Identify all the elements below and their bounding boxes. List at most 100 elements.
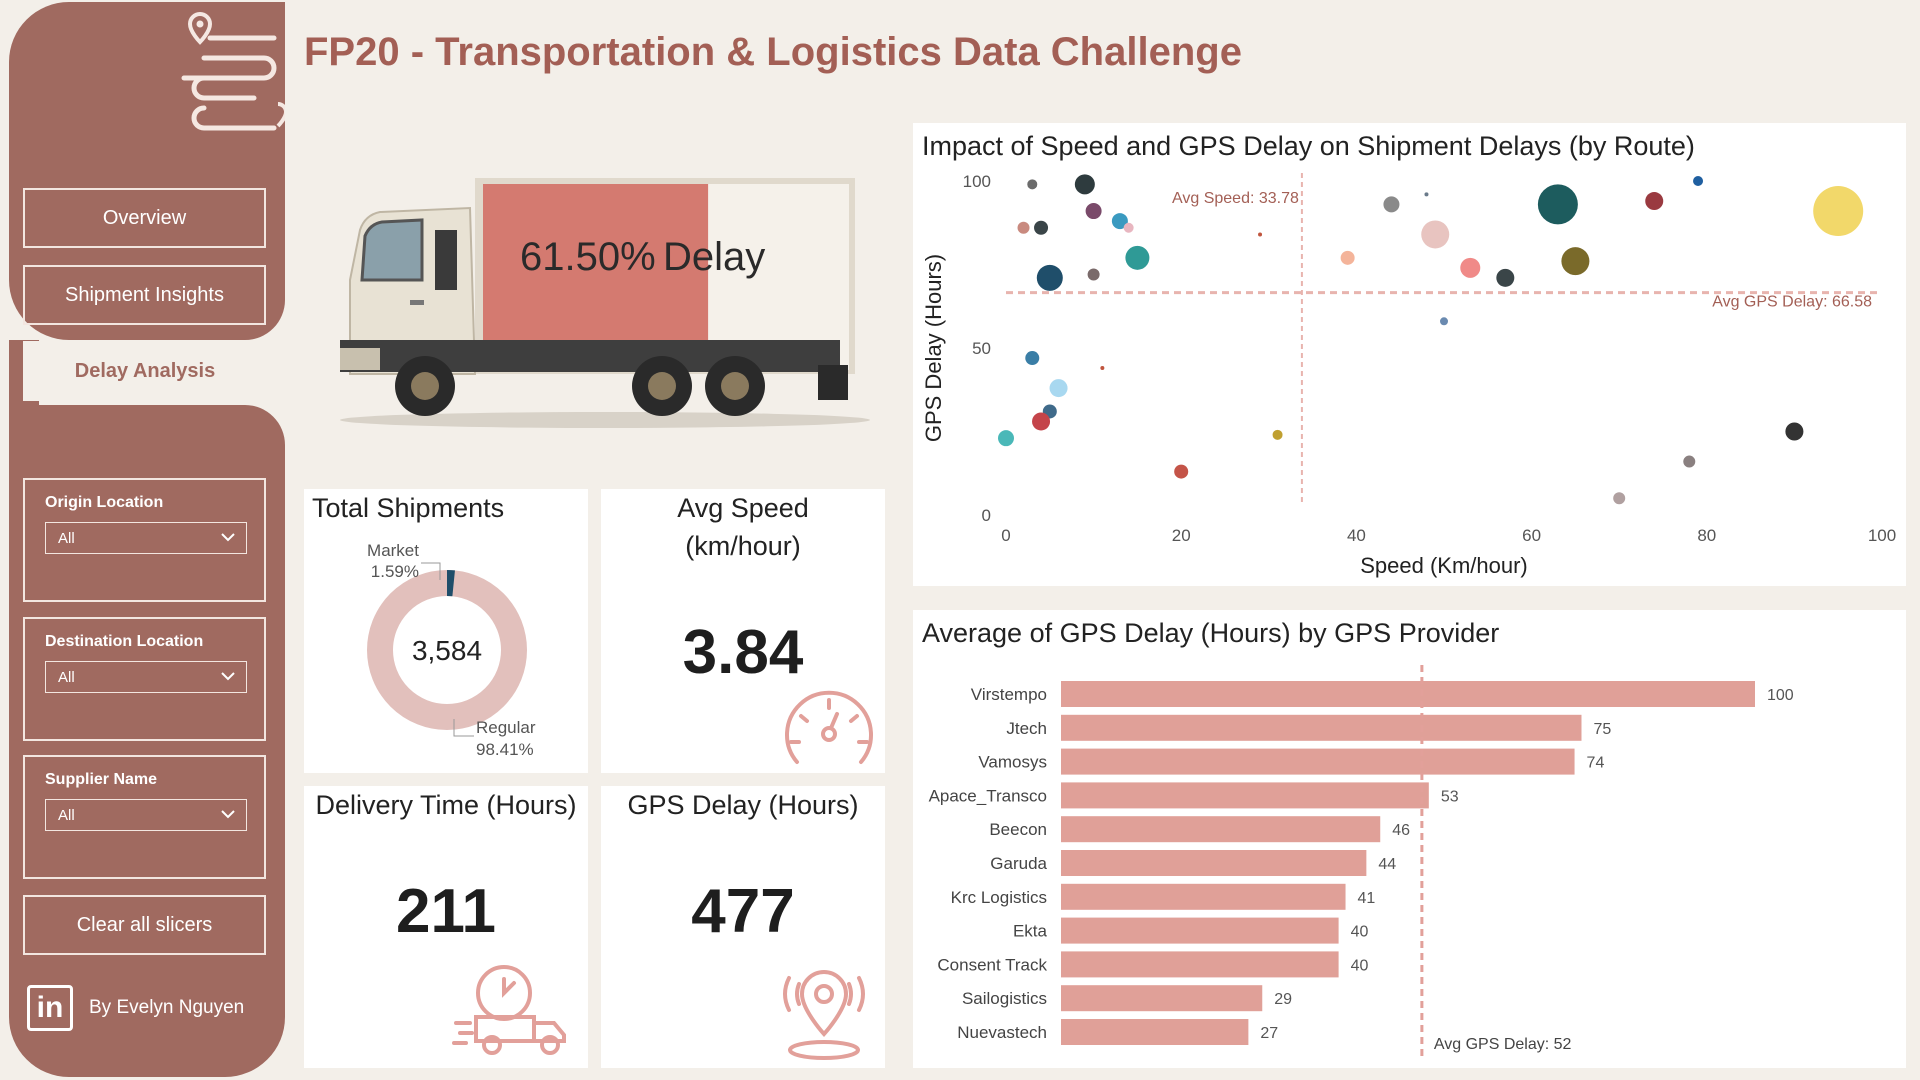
bar-value-label: 27 (1260, 1025, 1278, 1042)
scatter-point[interactable] (1027, 179, 1038, 190)
bar[interactable] (1061, 951, 1339, 978)
origin-location-label: Origin Location (45, 494, 164, 511)
destination-location-dropdown[interactable]: All (45, 661, 247, 693)
delivery-time-value: 211 (395, 877, 497, 946)
bar-category-label: Beecon (989, 820, 1047, 839)
avg-speed-card: Avg Speed (km/hour) 3.84 (601, 489, 885, 773)
bar-value-label: 46 (1392, 822, 1410, 839)
truck-illustration: 61.50% Delay (340, 178, 870, 428)
bar-chart-card: Average of GPS Delay (Hours) by GPS Prov… (913, 610, 1906, 1068)
x-tick-label: 80 (1697, 526, 1716, 545)
regular-label: Regular (476, 718, 536, 737)
scatter-point[interactable] (1125, 245, 1150, 270)
scatter-point[interactable] (1123, 222, 1134, 233)
y-tick-label: 0 (982, 506, 991, 525)
donut-market-segment (367, 570, 527, 730)
avg-speed-title-line1: Avg Speed (677, 493, 809, 523)
scatter-point[interactable] (1683, 455, 1696, 468)
bar-value-label: 41 (1358, 890, 1376, 907)
bar[interactable] (1061, 714, 1582, 741)
scatter-point[interactable] (1645, 192, 1664, 211)
bar[interactable] (1061, 883, 1346, 910)
regular-percent: 98.41% (476, 740, 534, 759)
nav-shipment-insights-button[interactable]: Shipment Insights (23, 265, 266, 325)
bar-chart: Virstempo 100 Jtech 75 Vamosys 74 Apace_Transc… (929, 665, 1794, 1060)
sidebar: Overview Shipment Insights Delay Analysi… (9, 0, 285, 1080)
x-axis-label: Speed (Km/hour) (1360, 553, 1528, 578)
bar-category-label: Apace_Transco (929, 786, 1047, 805)
y-tick-label: 100 (963, 172, 991, 191)
scatter-point[interactable] (1272, 429, 1283, 440)
avg-speed-value: 3.84 (682, 618, 804, 687)
bar[interactable] (1061, 917, 1339, 944)
scatter-point[interactable] (1049, 379, 1068, 398)
scatter-point[interactable] (1496, 268, 1515, 287)
scatter-point[interactable] (1440, 317, 1448, 326)
x-tick-label: 60 (1522, 526, 1541, 545)
scatter-point[interactable] (1383, 196, 1400, 213)
bar[interactable] (1061, 985, 1263, 1012)
bar-value-label: 74 (1587, 755, 1605, 772)
scatter-point[interactable] (1693, 176, 1704, 186)
bar-chart-title: Average of GPS Delay (Hours) by GPS Prov… (922, 618, 1500, 648)
scatter-point[interactable] (1785, 422, 1804, 441)
origin-location-dropdown[interactable]: All (45, 522, 247, 554)
scatter-point[interactable] (1424, 192, 1429, 197)
scatter-point[interactable] (1561, 247, 1590, 276)
scatter-point[interactable] (1340, 250, 1355, 265)
sidebar-bottom-panel (9, 405, 285, 1077)
truck-wheels (395, 356, 765, 416)
bar[interactable] (1061, 850, 1367, 876)
bar-category-label: Garuda (990, 854, 1047, 873)
linkedin-icon[interactable]: in (27, 985, 73, 1031)
bar[interactable] (1061, 681, 1755, 707)
bar[interactable] (1061, 816, 1381, 843)
bar-category-label: Jtech (1006, 719, 1047, 738)
gps-pin-icon (783, 969, 865, 1060)
scatter-point[interactable] (1025, 351, 1040, 366)
scatter-point[interactable] (1036, 264, 1063, 291)
scatter-point[interactable] (1111, 213, 1128, 230)
gps-delay-value: 477 (691, 877, 795, 946)
scatter-point[interactable] (1613, 492, 1626, 505)
bar[interactable] (1061, 748, 1575, 775)
scatter-point[interactable] (1537, 184, 1578, 225)
supplier-name-slicer: Supplier Name All (23, 755, 266, 879)
delay-percent: 61.50% (520, 235, 656, 279)
scatter-point[interactable] (1032, 412, 1051, 431)
bar-value-label: 44 (1378, 856, 1396, 873)
bar-value-label: 100 (1767, 687, 1794, 704)
truck-shadow (340, 412, 870, 428)
supplier-name-dropdown[interactable]: All (45, 799, 247, 831)
scatter-point[interactable] (1258, 232, 1263, 237)
scatter-point[interactable] (1074, 174, 1095, 195)
scatter-point[interactable] (1085, 203, 1102, 220)
bar[interactable] (1061, 782, 1429, 809)
scatter-point[interactable] (1087, 268, 1100, 281)
author-name: By Evelyn Nguyen (89, 997, 245, 1018)
scatter-point[interactable] (998, 430, 1014, 447)
scatter-point[interactable] (1017, 221, 1030, 234)
bar-category-label: Nuevastech (957, 1023, 1047, 1042)
route-logo-icon (181, 11, 285, 131)
scatter-point[interactable] (1034, 220, 1049, 235)
scatter-point[interactable] (1100, 366, 1105, 371)
bar-value-label: 40 (1351, 924, 1369, 941)
nav-delay-analysis-button[interactable]: Delay Analysis (23, 341, 285, 401)
scatter-point[interactable] (1174, 464, 1189, 479)
scatter-point[interactable] (1421, 220, 1450, 249)
scatter-point[interactable] (1813, 186, 1864, 237)
destination-location-value: All (58, 669, 75, 686)
bar-category-label: Ekta (1013, 922, 1048, 941)
author-credit: in By Evelyn Nguyen (27, 985, 244, 1031)
clear-slicers-button[interactable]: Clear all slicers (23, 895, 266, 955)
destination-location-slicer: Destination Location All (23, 617, 266, 741)
bar-value-label: 53 (1441, 788, 1459, 805)
avg-speed-ref-label: Avg Speed: 33.78 (1172, 190, 1299, 207)
scatter-point[interactable] (1460, 257, 1481, 278)
origin-location-slicer: Origin Location All (23, 478, 266, 602)
origin-location-value: All (58, 530, 75, 547)
nav-overview-button[interactable]: Overview (23, 188, 266, 248)
delay-label: Delay (663, 235, 765, 279)
bar[interactable] (1061, 1019, 1249, 1045)
